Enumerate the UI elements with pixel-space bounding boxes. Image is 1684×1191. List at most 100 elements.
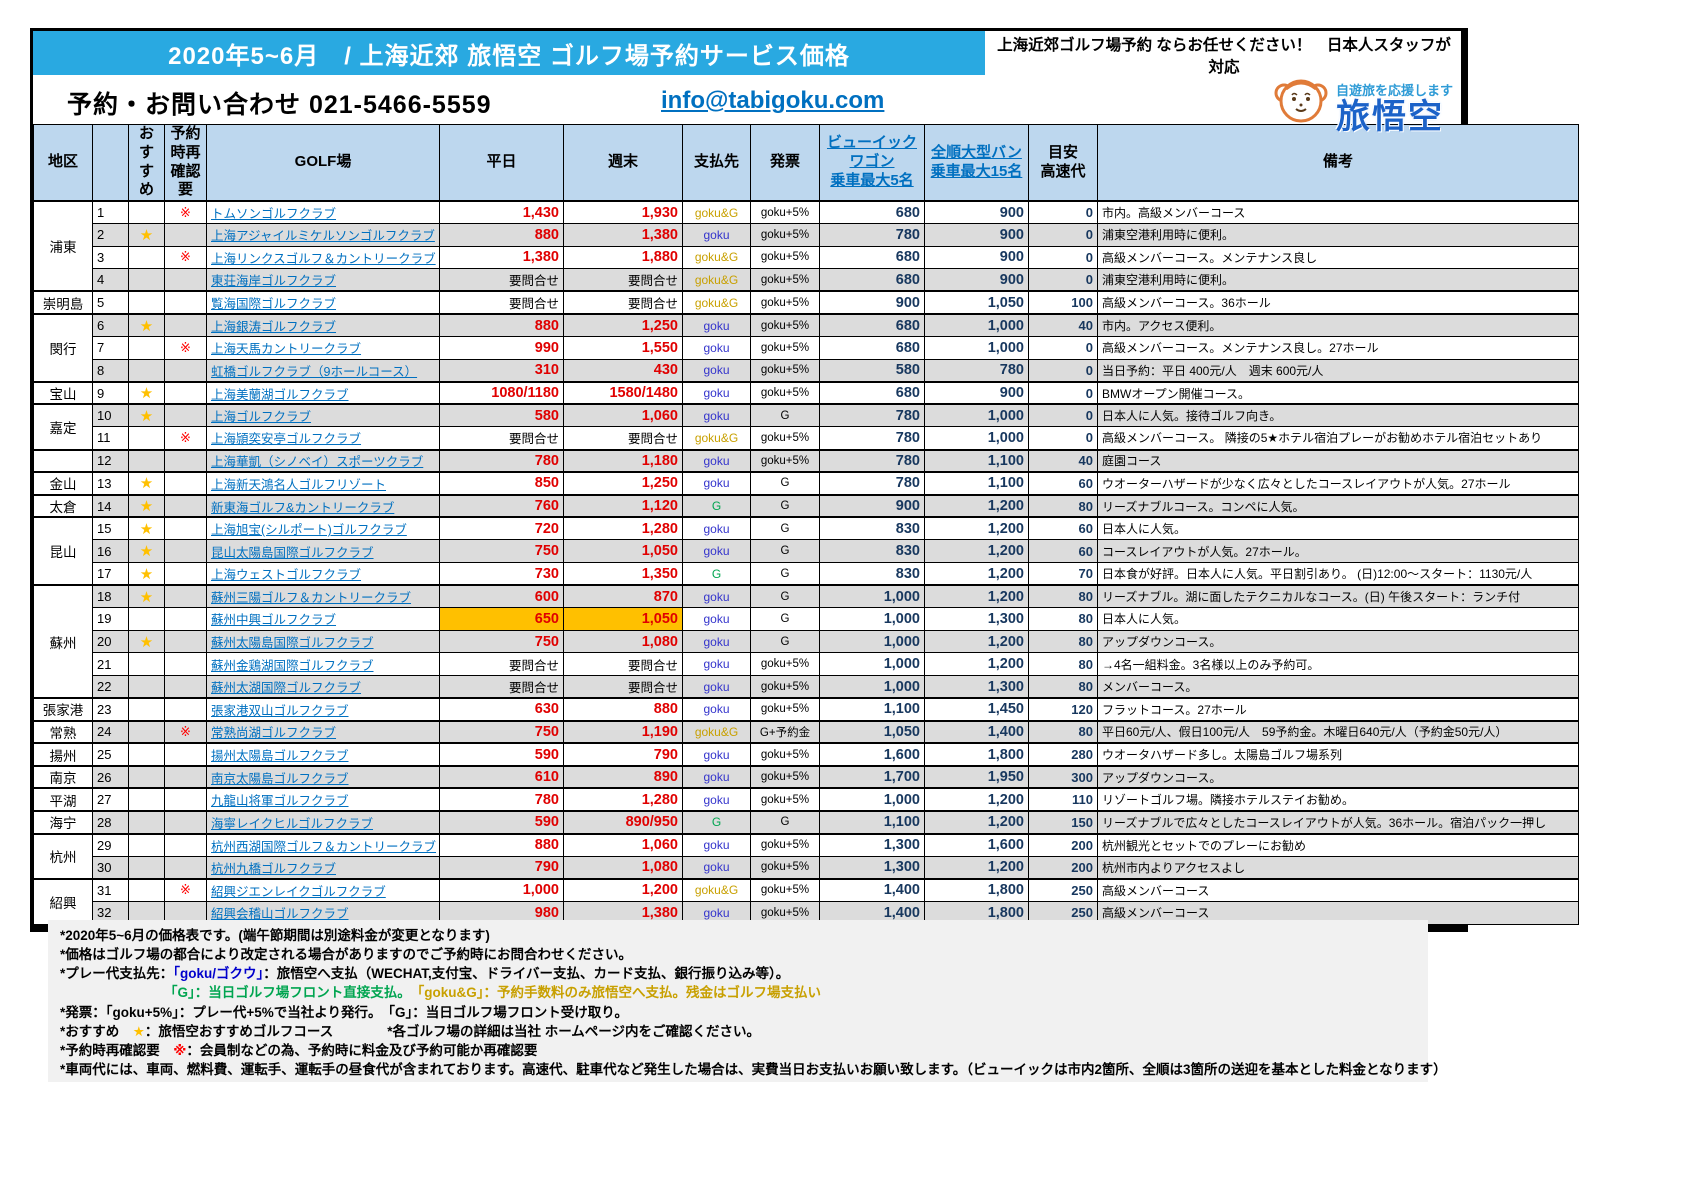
weekend-price: 要問合せ [563, 268, 683, 292]
row-number: 16 [92, 539, 129, 563]
course-link[interactable]: 海寧レイクヒルゴルフクラブ [211, 816, 374, 831]
course-link[interactable]: 紹興ジエンレイクゴルフクラブ [211, 884, 386, 899]
remark-cell: BMWオープン開催コース。 [1097, 380, 1579, 405]
course-link[interactable]: 蘇州太陽島国際ゴルフクラブ [211, 636, 374, 651]
invoice-cell: goku+5% [750, 358, 820, 383]
highway-fee: 120 [1028, 697, 1098, 722]
course-link[interactable]: 上海頴奕安亭ゴルフクラブ [211, 432, 362, 447]
course-link[interactable]: 常熟尚湖ゴルフクラブ [211, 726, 337, 741]
invoice-cell: goku+5% [750, 697, 820, 722]
remark-cell: ウオーターハザードが少なく広々としたコースレイアウトが人気。27ホール [1097, 471, 1579, 496]
course-cell: 上海新天鴻名人ゴルフリゾート [206, 471, 440, 496]
course-link[interactable]: 揚州太陽島ゴルフクラブ [211, 749, 349, 764]
highway-fee: 0 [1028, 245, 1098, 270]
course-link[interactable]: 上海銀涛ゴルフクラブ [211, 320, 337, 335]
row-number: 3 [92, 245, 129, 270]
invoice-cell: goku+5% [750, 742, 820, 767]
highway-fee: 80 [1028, 719, 1098, 744]
course-link[interactable]: 上海天馬カントリークラブ [211, 342, 362, 357]
invoice-cell: goku+5% [750, 245, 820, 270]
remark-cell: コースレイアウトが人気。27ホール。 [1097, 539, 1579, 563]
recheck-cell [164, 832, 207, 857]
course-link[interactable]: 上海新天鴻名人ゴルフリゾート [211, 477, 387, 492]
course-link[interactable]: 杭州西湖国際ゴルフ＆カントリークラブ [211, 839, 437, 854]
star-cell [128, 448, 165, 473]
highway-fee: 80 [1028, 584, 1098, 609]
recheck-mark: ※ [164, 336, 207, 360]
highway-fee: 0 [1028, 403, 1098, 428]
course-link[interactable]: 九龍山将軍ゴルフクラブ [211, 794, 349, 809]
star-cell [128, 290, 165, 315]
course-link[interactable]: 蘇州中興ゴルフクラブ [211, 613, 337, 628]
course-link[interactable]: 蘇州金鶏湖国際ゴルフクラブ [211, 658, 374, 673]
price-sheet: 2020年5~6月 / 上海近郊 旅悟空 ゴルフ場予約サービス価格 上海近郊ゴル… [30, 28, 1579, 932]
course-link[interactable]: 上海美蘭湖ゴルフクラブ [211, 387, 349, 402]
row-number: 8 [92, 358, 129, 383]
course-cell: 上海ゴルフクラブ [206, 403, 440, 428]
title-bar: 2020年5~6月 / 上海近郊 旅悟空 ゴルフ場予約サービス価格 [33, 31, 985, 75]
weekend-price: 1,120 [563, 493, 683, 518]
column-header-van[interactable]: 全順大型バン 乗車最大15名 [924, 124, 1029, 202]
course-link[interactable]: 覧海国際ゴルフクラブ [211, 297, 337, 312]
remark-cell: 高級メンバーコース。 隣接の5★ホテル宿泊プレーがお勧めホテル宿泊セットあり [1097, 426, 1579, 451]
course-cell: 上海アジャイルミケルソンゴルフクラブ [206, 223, 440, 247]
remark-cell: 浦東空港利用時に便利。 [1097, 223, 1579, 247]
table-row: 揚州 25 揚州太陽島ゴルフクラブ 590 790 goku goku+5% 1,600 1,8… [33, 742, 1579, 767]
recheck-cell [164, 607, 207, 631]
star-cell [128, 832, 165, 857]
payto-cell: goku&G [682, 290, 751, 315]
course-link[interactable]: 紹興会稽山ゴルフクラブ [211, 907, 349, 922]
column-header-buick[interactable]: ビューイックワゴン 乗車最大5名 [819, 124, 925, 202]
table-row: 宝山 9 ★ 上海美蘭湖ゴルフクラブ 1080/1180 1580/1480 goku gok… [33, 380, 1579, 405]
van-price: 1,800 [924, 877, 1029, 902]
course-cell: 覧海国際ゴルフクラブ [206, 290, 440, 315]
monkey-icon [1272, 71, 1330, 134]
course-link[interactable]: 昆山太陽島国際ゴルフクラブ [211, 545, 374, 560]
course-link[interactable]: 蘇州太湖国際ゴルフクラブ [211, 681, 362, 696]
highway-fee: 0 [1028, 223, 1098, 247]
course-link[interactable]: トムソンゴルフクラブ [211, 207, 337, 222]
weekend-price: 1,190 [563, 719, 683, 744]
course-cell: 昆山太陽島国際ゴルフクラブ [206, 539, 440, 563]
course-link[interactable]: 南京太陽島ゴルフクラブ [211, 771, 349, 786]
payto-cell: goku [682, 697, 751, 722]
table-row: 30 杭州九橋ゴルフクラブ 790 1,080 goku goku+5% 1,300 1,20… [34, 855, 1579, 880]
email-link[interactable]: info@tabigoku.com [661, 87, 885, 114]
buick-price: 1,600 [819, 742, 925, 767]
payto-cell: goku [682, 584, 751, 609]
course-link[interactable]: 蘇州三陽ゴルフ＆カントリークラブ [211, 591, 412, 606]
course-cell: 蘇州金鶏湖国際ゴルフクラブ [206, 652, 440, 676]
course-link[interactable]: 上海ゴルフクラブ [211, 410, 312, 425]
highway-fee: 110 [1028, 787, 1098, 812]
weekday-price: 730 [439, 562, 564, 586]
remark-cell: メンバーコース。 [1097, 674, 1579, 699]
weekend-price: 890/950 [563, 810, 683, 835]
region-cell: 揚州 [33, 742, 93, 767]
course-link[interactable]: 上海旭宝(シルポート)ゴルフクラブ [211, 523, 407, 538]
course-link[interactable]: 張家港双山ゴルフクラブ [211, 703, 349, 718]
weekday-price: 980 [439, 900, 564, 925]
weekend-price: 1,280 [563, 787, 683, 812]
van-price: 1,800 [924, 900, 1029, 925]
course-link[interactable]: 杭州九橋ゴルフクラブ [211, 861, 337, 876]
remark-cell: 日本食が好評。日本人に人気。平日割引あり。 (日)12:00～スタート：1130… [1097, 562, 1579, 586]
course-link[interactable]: 東荘海岸ゴルフクラブ [211, 274, 337, 289]
course-link[interactable]: 上海ウェストゴルフクラブ [211, 568, 362, 583]
row-number: 6 [92, 312, 129, 338]
course-cell: 杭州九橋ゴルフクラブ [206, 855, 440, 880]
highway-fee: 100 [1028, 290, 1098, 315]
column-header-invoice: 発票 [750, 124, 820, 202]
course-link[interactable]: 上海華凱（シノベイ）スポーツクラブ [211, 455, 424, 470]
invoice-cell: G [750, 493, 820, 518]
course-cell: 紹興ジエンレイクゴルフクラブ [206, 877, 440, 902]
course-link[interactable]: 新東海ゴルフ&カントリークラブ [211, 500, 395, 515]
course-link[interactable]: 上海アジャイルミケルソンゴルフクラブ [211, 229, 435, 244]
weekday-price: 590 [439, 742, 564, 767]
course-link[interactable]: 虹橋ゴルフクラブ（9ホールコース） [211, 364, 418, 379]
buick-price: 830 [819, 562, 925, 586]
price-table-header: 地区 おすすめ 予約時再 確認要 GOLF場 平日 週末 支払先 発票 ビューイックワゴン 乗車… [33, 124, 1579, 202]
row-number: 1 [92, 200, 129, 225]
course-link[interactable]: 上海リンクスゴルフ＆カントリークラブ [211, 251, 436, 266]
recheck-cell [164, 539, 207, 563]
table-row: 平湖 27 九龍山将軍ゴルフクラブ 780 1,280 goku goku+5% 1,000 1… [33, 787, 1579, 812]
